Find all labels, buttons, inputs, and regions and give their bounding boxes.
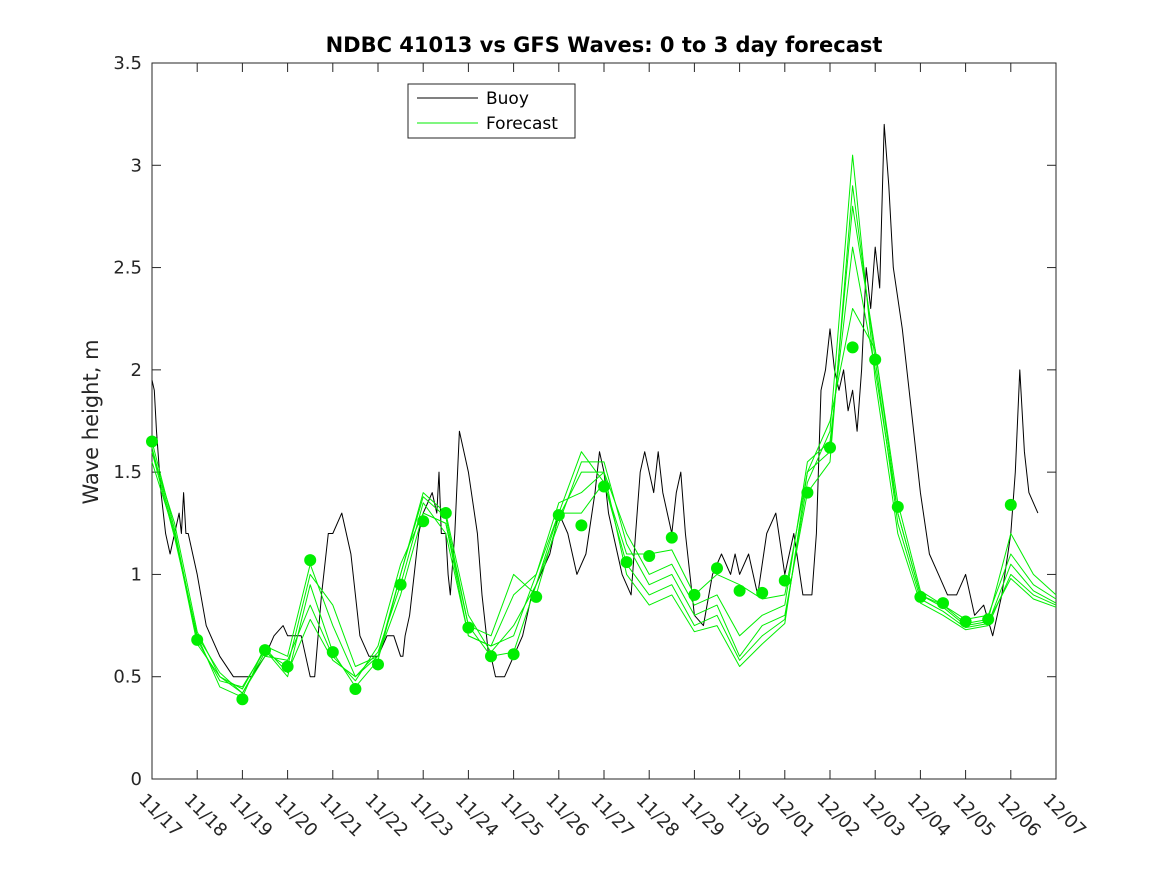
y-tick-label: 2.5 [113, 258, 142, 279]
forecast-marker [575, 519, 588, 532]
forecast-marker [326, 646, 339, 659]
forecast-marker [711, 562, 723, 575]
legend-buoy-label: Buoy [486, 89, 529, 109]
forecast-series-line-5 [151, 205, 1057, 690]
forecast-marker [485, 650, 497, 663]
y-tick-label: 3 [131, 155, 142, 176]
legend: Buoy Forecast [407, 83, 576, 139]
legend-box [407, 83, 576, 139]
forecast-marker [756, 586, 769, 599]
forecast-marker [801, 486, 814, 499]
forecast-marker [665, 531, 678, 544]
forecast-marker [643, 550, 656, 563]
forecast-marker [146, 435, 158, 448]
forecast-marker [778, 574, 791, 587]
forecast-marker [439, 507, 452, 520]
forecast-marker [1004, 498, 1017, 511]
forecast-marker [304, 554, 317, 567]
forecast-marker [688, 588, 701, 601]
y-tick-label: 0.5 [113, 667, 142, 688]
forecast-marker [191, 633, 204, 646]
forecast-marker [281, 660, 294, 673]
y-tick-label: 1 [131, 564, 142, 585]
forecast-marker [846, 341, 859, 354]
y-tick-label: 3.5 [113, 53, 142, 74]
forecast-marker [733, 584, 746, 597]
legend-forecast-label: Forecast [486, 114, 558, 134]
forecast-series-line-3 [151, 185, 1057, 688]
forecast-marker [552, 509, 565, 522]
forecast-marker [530, 590, 543, 603]
y-tick-label: 2 [131, 360, 142, 381]
forecast-marker [937, 597, 949, 610]
forecast-marker [462, 621, 475, 634]
forecast-marker [982, 613, 995, 626]
forecast-marker [869, 353, 882, 366]
forecast-marker [914, 590, 927, 603]
forecast-marker [372, 658, 384, 671]
forecast-marker [259, 644, 271, 657]
y-tick-label: 0 [131, 769, 142, 790]
forecast-marker [417, 515, 430, 528]
chart-title: NDBC 41013 vs GFS Waves: 0 to 3 day fore… [326, 33, 883, 57]
forecast-marker [891, 500, 904, 513]
y-tick-label: 1.5 [113, 462, 142, 483]
forecast-marker [236, 693, 249, 706]
forecast-marker [349, 682, 362, 695]
forecast-marker [620, 556, 633, 569]
y-axis-label: Wave height, m [79, 339, 103, 504]
forecast-marker [394, 578, 407, 591]
forecast-marker [824, 441, 836, 454]
forecast-marker [598, 480, 610, 493]
forecast-marker [507, 648, 520, 661]
forecast-marker [959, 615, 972, 628]
